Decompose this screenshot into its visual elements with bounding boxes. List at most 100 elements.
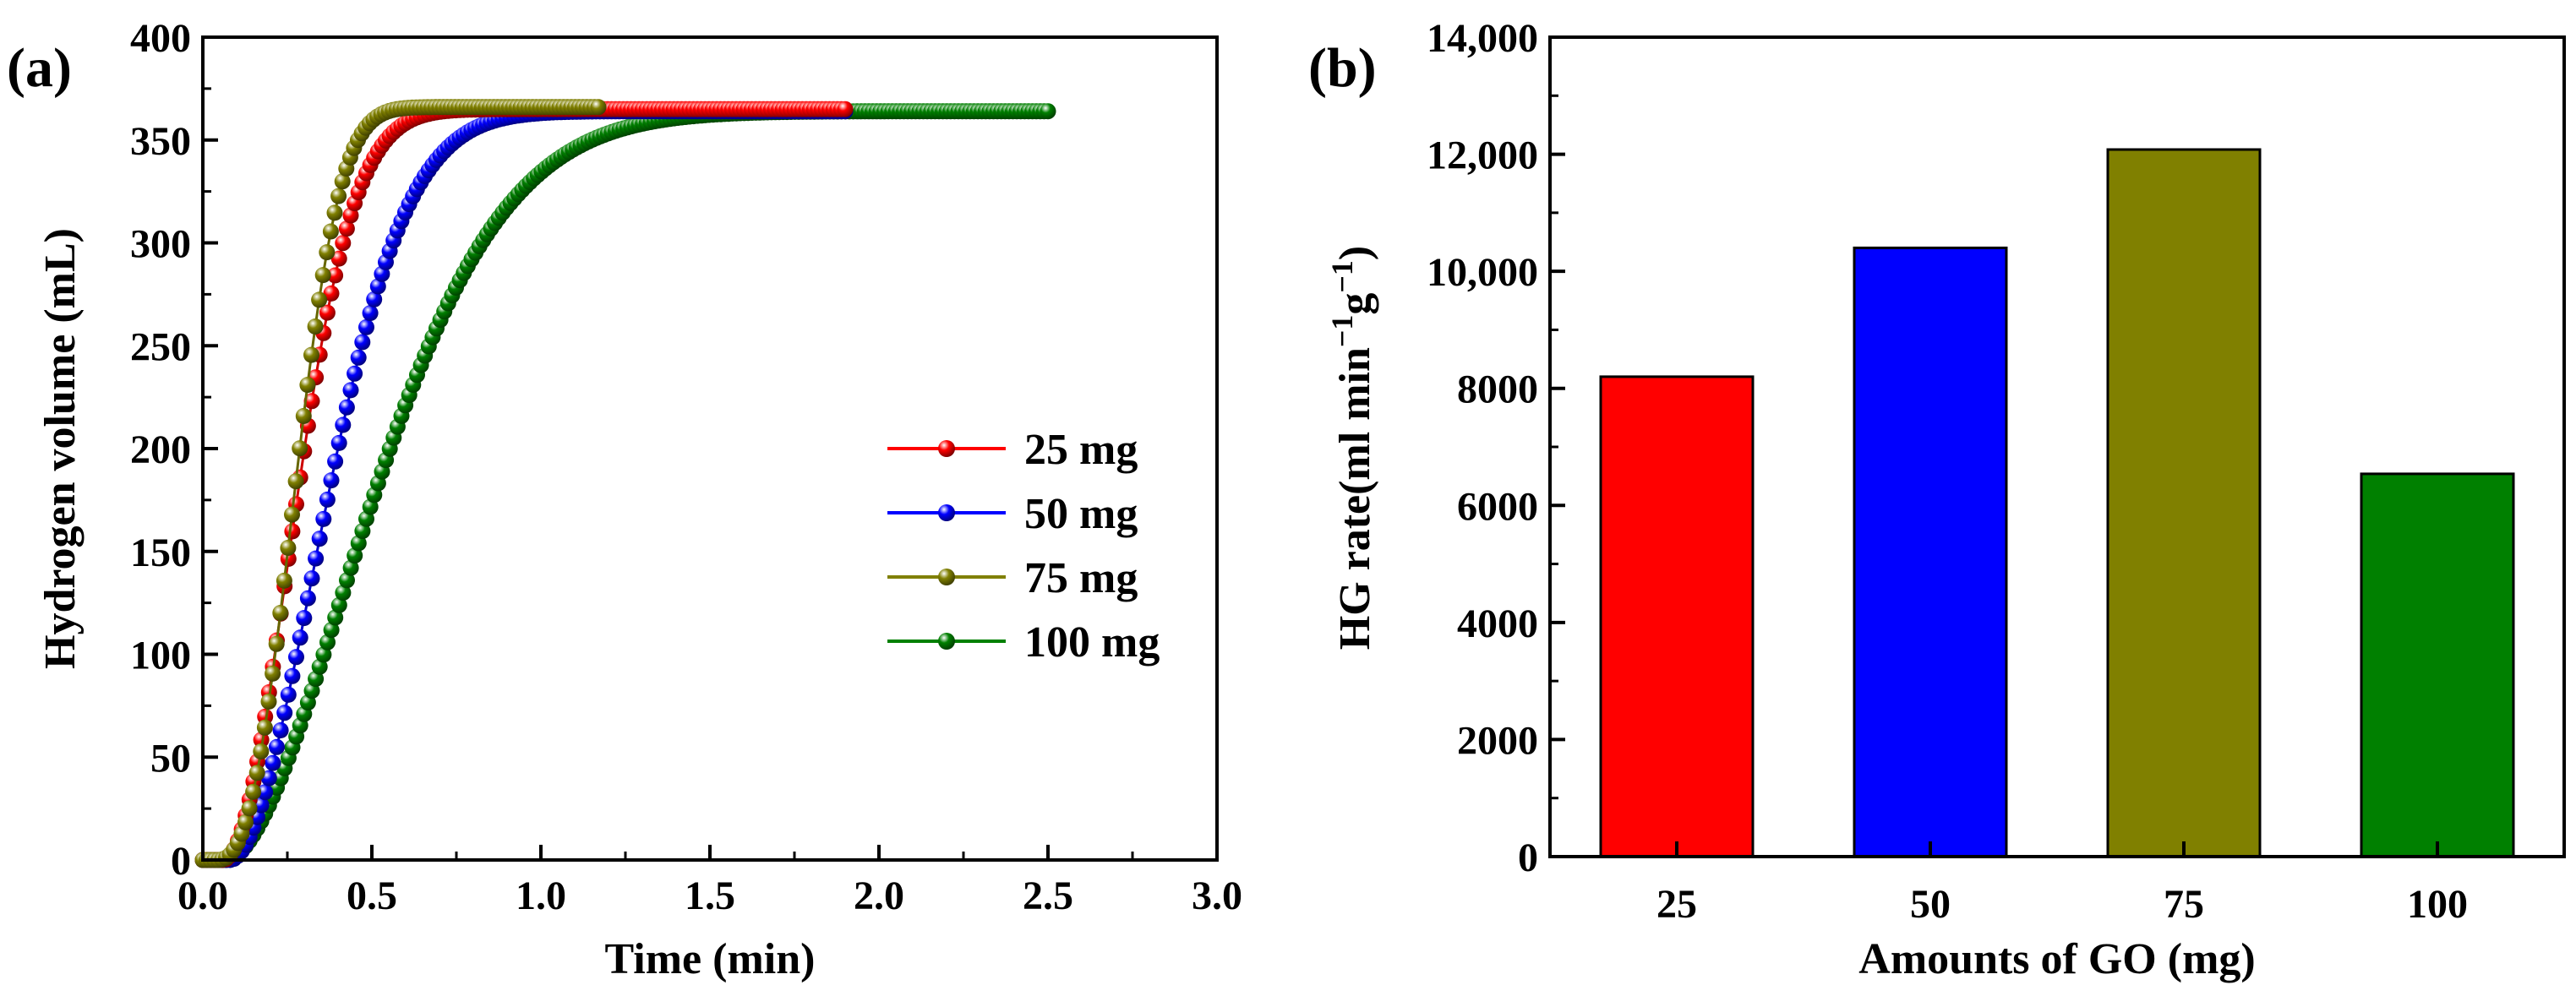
panel-a-y-axis-title: Hydrogen volume (mL) (36, 228, 85, 669)
data-point (307, 318, 324, 335)
y-tick-label: 400 (130, 16, 191, 61)
data-point (362, 305, 379, 322)
legend-label: 100 mg (1024, 618, 1160, 667)
x-tick-label: 1.5 (685, 874, 735, 918)
y-tick-label: 14,000 (1427, 16, 1538, 61)
data-point (311, 291, 328, 308)
data-point (265, 665, 281, 682)
data-point (256, 719, 273, 736)
data-point (292, 440, 308, 457)
data-point (1040, 103, 1056, 120)
data-point (350, 349, 367, 366)
panel-b-bars (1599, 148, 2515, 858)
data-point (354, 523, 371, 540)
y-tick-label: 100 (130, 634, 191, 678)
data-point (358, 318, 374, 335)
data-point (280, 540, 297, 556)
data-point (284, 523, 301, 540)
y-tick-label: 12,000 (1427, 133, 1538, 178)
panel-b-bar-chart: (b) 25 50 75 100 0 2000 4000 6000 8000 10,000 12,0… (1308, 16, 2566, 983)
data-point (590, 99, 607, 116)
legend-item: 100 mg (887, 618, 1160, 667)
y-tick-label: 350 (130, 119, 191, 164)
data-point (342, 382, 359, 399)
data-point (253, 743, 270, 759)
panel-a-x-axis-title: Time (min) (605, 935, 816, 983)
y-tick-label: 8000 (1457, 367, 1538, 412)
data-point (347, 365, 363, 382)
x-tick-label: 0.5 (347, 874, 397, 918)
data-point (276, 705, 293, 721)
data-point (237, 814, 254, 830)
data-point (284, 667, 301, 684)
data-point (269, 738, 285, 755)
y-tick-label: 6000 (1457, 484, 1538, 529)
data-point (330, 188, 347, 204)
bar-100-mg (2360, 472, 2515, 858)
panel-a-legend: 25 mg 50 mg 75 mg 100 mg (887, 426, 1160, 667)
y-tick-label: 0 (1518, 835, 1538, 880)
data-point (280, 686, 297, 703)
panel-b-label: (b) (1308, 37, 1377, 99)
data-point (319, 634, 336, 650)
data-point (327, 609, 344, 626)
x-tick-label: 3.0 (1192, 874, 1242, 918)
data-point (342, 207, 359, 224)
data-point (284, 506, 300, 523)
data-point (315, 646, 332, 663)
data-point (260, 694, 277, 710)
data-point (308, 550, 325, 567)
x-tick-label: 1.0 (516, 874, 566, 918)
data-point (369, 278, 386, 295)
y-title-close: ) (1331, 246, 1379, 260)
data-point (295, 408, 312, 424)
panel-a-series-layer (194, 99, 1056, 868)
data-point (354, 334, 371, 351)
data-point (327, 453, 344, 470)
bar-25-mg (1599, 375, 1755, 858)
data-point (319, 491, 336, 508)
data-point (272, 605, 289, 621)
data-point (288, 649, 304, 666)
data-point (334, 173, 351, 190)
data-point (335, 585, 352, 601)
data-point (366, 291, 383, 308)
y-tick-label: 0 (171, 839, 191, 884)
legend-marker (938, 633, 955, 650)
data-point (338, 220, 355, 237)
data-point (347, 547, 363, 564)
data-point (330, 434, 347, 451)
data-point (248, 765, 265, 781)
legend-marker (938, 440, 955, 457)
data-point (245, 783, 262, 800)
legend-marker (938, 569, 955, 585)
data-point (339, 572, 355, 589)
y-tick-label: 200 (130, 427, 191, 472)
data-point (303, 346, 319, 363)
y-tick-label: 150 (130, 531, 191, 575)
data-point (311, 531, 328, 547)
data-point (287, 473, 304, 490)
x-tick-label: 100 (2407, 882, 2468, 927)
y-tick-label: 10,000 (1427, 250, 1538, 295)
data-point (335, 416, 352, 433)
panel-a-ticks: 0.0 0.5 1.0 1.5 2.0 2.5 3.0 0 50 100 150 200 250 300 3… (130, 16, 1242, 918)
data-point (308, 671, 325, 688)
panel-b-y-axis-title: HG rate(ml min−1g−1) (1325, 246, 1379, 650)
data-point (837, 101, 854, 117)
data-point (299, 590, 316, 607)
data-point (322, 223, 339, 240)
data-point (338, 399, 355, 416)
data-point (303, 393, 320, 410)
panel-b-ticks: 25 50 75 100 0 2000 4000 6000 8000 10,000 12,000 14… (1427, 16, 2468, 927)
bar-50-mg (1853, 246, 2008, 858)
y-tick-label: 50 (150, 736, 191, 781)
data-point (327, 267, 344, 284)
x-tick-label: 2.5 (1023, 874, 1073, 918)
data-point (253, 732, 270, 748)
data-point (276, 572, 292, 589)
data-point (342, 559, 359, 576)
data-point (265, 754, 281, 771)
data-point (268, 635, 285, 652)
